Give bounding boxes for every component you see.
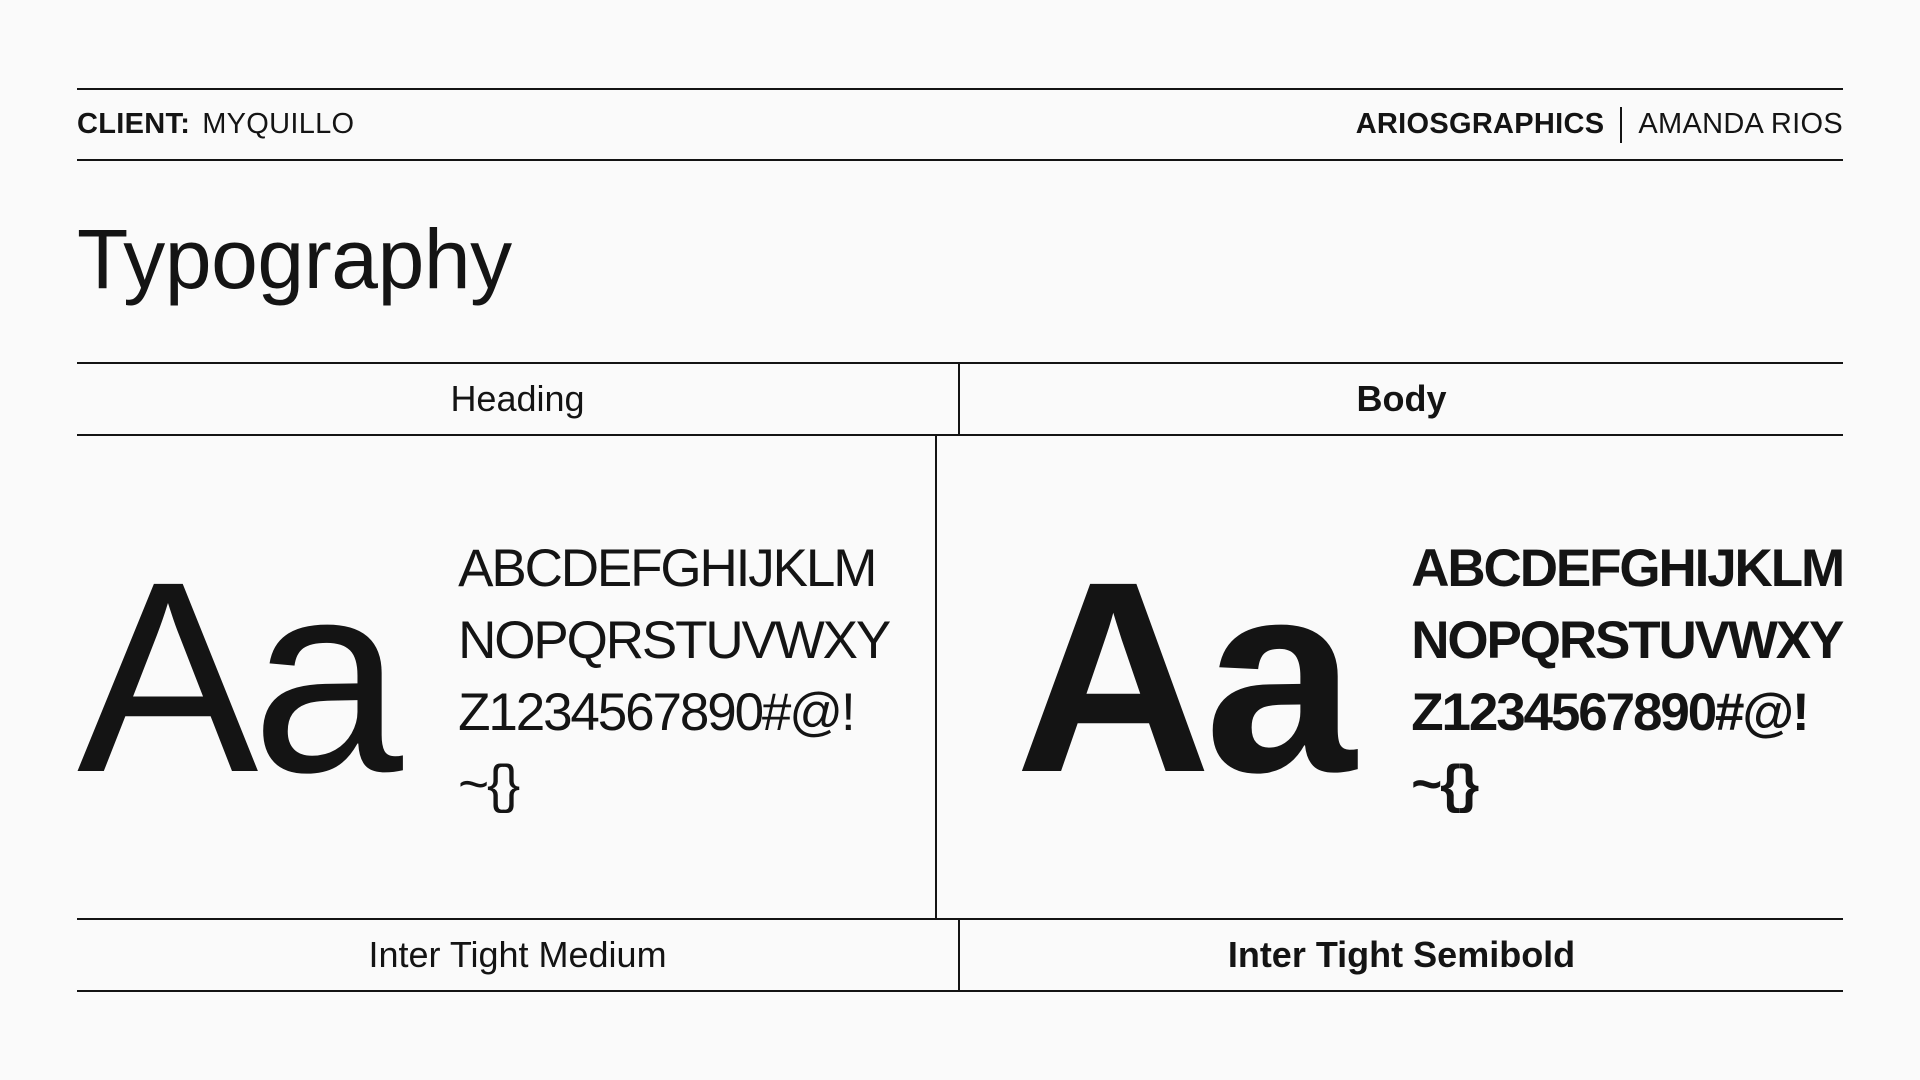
specimen-cell-heading: Aa ABCDEFGHIJKLM NOPQRSTUVWXY Z123456789…: [77, 436, 938, 918]
divider-bar: [1620, 106, 1623, 143]
font-label-body: Inter Tight Semibold: [1227, 934, 1576, 975]
client-name: MYQUILLO: [202, 108, 355, 140]
column-header-heading: Heading: [77, 364, 960, 434]
specimen-cell-body: Aa ABCDEFGHIJKLM NOPQRSTUVWXY Z123456789…: [937, 436, 1845, 918]
alphabet-line: ~{}: [458, 755, 520, 815]
alphabet-block-heading: ABCDEFGHIJKLM NOPQRSTUVWXY Z1234567890#@…: [458, 533, 891, 821]
alphabet-line: ABCDEFGHIJKLM: [1411, 538, 1845, 598]
author-name: AMANDA RIOS: [1638, 108, 1843, 140]
specimen-display-body: Aa: [1015, 525, 1356, 829]
specimen-row: Aa ABCDEFGHIJKLM NOPQRSTUVWXY Z123456789…: [77, 436, 1845, 920]
meta-band: CLIENT: MYQUILLO ARIOSGRAPHICS AMANDA RI…: [77, 88, 1843, 161]
alphabet-line: NOPQRSTUVWXY: [1411, 610, 1844, 670]
typography-spec-page: CLIENT: MYQUILLO ARIOSGRAPHICS AMANDA RI…: [0, 88, 1920, 992]
alphabet-block-body: ABCDEFGHIJKLM NOPQRSTUVWXY Z1234567890#@…: [1411, 533, 1845, 821]
font-label-row: Inter Tight Medium Inter Tight Semibold: [77, 920, 1843, 990]
alphabet-line: ~{}: [1411, 755, 1479, 815]
table-header-row: Heading Body: [77, 364, 1843, 436]
alphabet-line: Z1234567890#@!: [458, 683, 856, 742]
client-info: CLIENT: MYQUILLO: [77, 108, 354, 141]
typography-table: Heading Body Aa ABCDEFGHIJKLM NOPQRSTUVW…: [77, 362, 1845, 992]
page-title: Typography: [77, 212, 512, 306]
alphabet-line: NOPQRSTUVWXY: [458, 610, 891, 670]
font-label-heading: Inter Tight Medium: [77, 920, 960, 990]
alphabet-line: Z1234567890#@!: [1411, 683, 1809, 742]
column-header-body: Body: [1356, 378, 1447, 419]
alphabet-line: ABCDEFGHIJKLM: [458, 538, 877, 598]
studio-name: ARIOSGRAPHICS: [1355, 108, 1605, 140]
studio-info: ARIOSGRAPHICS AMANDA RIOS: [1355, 106, 1843, 143]
specimen-display-heading: Aa: [77, 525, 403, 829]
client-label: CLIENT:: [77, 108, 191, 140]
